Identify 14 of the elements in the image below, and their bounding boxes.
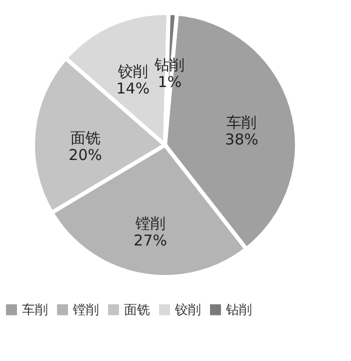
legend-label: 车削 (22, 302, 48, 318)
legend-label: 镗削 (72, 302, 99, 318)
data-label: 14% (116, 80, 150, 98)
legend-label: 面铣 (124, 302, 150, 318)
legend-label: 钻削 (225, 302, 252, 318)
slice-label: 车削 (226, 113, 257, 132)
data-label: 20% (68, 146, 102, 164)
slice-label: 镗削 (134, 214, 166, 233)
data-label: 38% (225, 130, 258, 148)
legend-label: 铰削 (174, 302, 201, 318)
data-label: 27% (134, 232, 168, 250)
slice-label: 铰削 (116, 62, 148, 81)
data-label: 1% (158, 73, 182, 92)
slice-label: 面铣 (70, 128, 100, 147)
